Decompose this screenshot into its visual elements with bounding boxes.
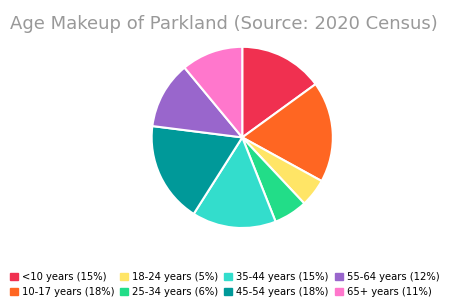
Legend: <10 years (15%), 10-17 years (18%), 18-24 years (5%), 25-34 years (6%), 35-44 ye: <10 years (15%), 10-17 years (18%), 18-2… bbox=[10, 272, 439, 297]
Wedge shape bbox=[242, 137, 304, 222]
Wedge shape bbox=[242, 84, 333, 181]
Wedge shape bbox=[242, 137, 322, 204]
Wedge shape bbox=[194, 137, 276, 228]
Wedge shape bbox=[242, 47, 315, 137]
Wedge shape bbox=[152, 126, 242, 214]
Text: Age Makeup of Parkland (Source: 2020 Census): Age Makeup of Parkland (Source: 2020 Cen… bbox=[10, 15, 437, 33]
Wedge shape bbox=[184, 47, 242, 137]
Wedge shape bbox=[152, 68, 242, 137]
